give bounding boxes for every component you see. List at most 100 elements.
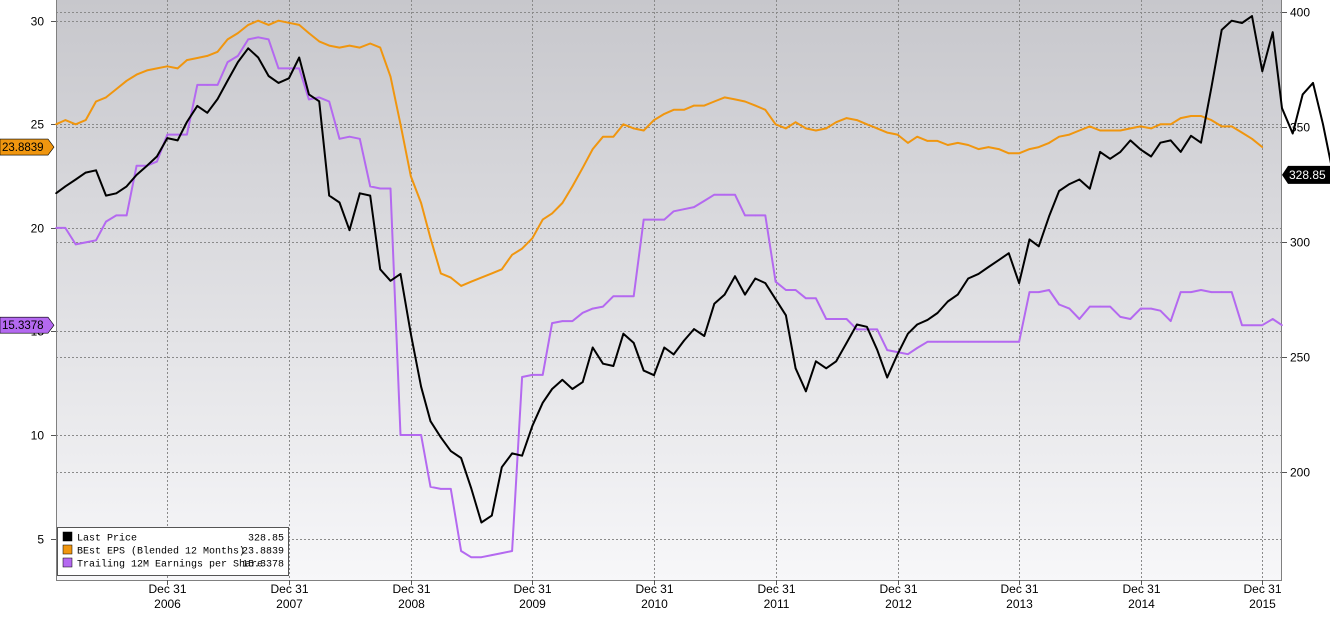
data-point [115, 214, 118, 217]
data-point [886, 131, 888, 134]
data-point [1099, 151, 1101, 153]
data-point [602, 135, 604, 138]
data-point [1159, 141, 1162, 144]
data-point [74, 123, 77, 126]
data-point [1241, 22, 1243, 24]
last-value-tag-label: 328.85 [1289, 168, 1326, 182]
data-point [440, 272, 442, 275]
data-point [501, 268, 503, 271]
data-point [591, 346, 594, 349]
data-point [105, 220, 107, 223]
data-point [531, 374, 534, 376]
data-point [95, 169, 97, 172]
data-point [907, 353, 909, 356]
data-point [146, 69, 148, 72]
grid-layer [56, 0, 1282, 580]
data-point [166, 137, 169, 139]
data-point [947, 300, 949, 303]
data-point [744, 293, 746, 296]
data-point [369, 194, 372, 197]
data-point [581, 381, 584, 383]
data-point [632, 127, 635, 130]
x-tick-label: 2009 [519, 597, 546, 611]
data-point [521, 376, 523, 378]
data-point [805, 297, 807, 300]
data-point [1230, 19, 1233, 22]
data-point [785, 289, 787, 291]
y-right-tick-label: 250 [1290, 351, 1310, 365]
last-value-tag-right: 328.85 [1282, 165, 1330, 184]
data-point [328, 44, 331, 47]
data-point [622, 123, 625, 126]
x-tick-label: 2015 [1249, 597, 1276, 611]
data-point [1190, 135, 1192, 137]
data-point [622, 295, 625, 298]
data-point [226, 38, 229, 41]
data-point [1190, 291, 1192, 293]
data-point [74, 178, 77, 181]
data-point [1220, 29, 1223, 31]
data-point [389, 280, 392, 282]
data-point [216, 51, 219, 53]
data-point [1251, 15, 1253, 17]
x-tick-label: Dec 31 [1243, 582, 1281, 596]
data-point [348, 44, 351, 47]
data-point [541, 374, 544, 376]
data-point [1159, 123, 1162, 126]
data-point [744, 214, 746, 217]
data-point [1210, 119, 1213, 121]
data-point [1241, 324, 1243, 327]
data-point [267, 24, 270, 26]
data-point [642, 129, 645, 132]
data-point [308, 98, 310, 101]
data-point [1068, 133, 1071, 136]
data-point [410, 175, 412, 177]
data-point [1200, 289, 1202, 291]
data-point [115, 88, 118, 90]
data-point [125, 80, 128, 82]
data-point [1089, 305, 1091, 308]
data-point [907, 332, 909, 335]
data-point [1119, 129, 1122, 132]
data-point [379, 46, 382, 49]
data-point [511, 452, 513, 455]
x-tick-label: 2008 [398, 597, 425, 611]
data-point [1139, 148, 1142, 151]
data-point [1028, 148, 1031, 150]
data-point [125, 214, 128, 217]
data-point [987, 146, 990, 148]
data-point [450, 276, 452, 279]
data-point [105, 194, 107, 197]
data-point [1220, 291, 1223, 293]
data-point [1210, 86, 1213, 89]
data-point [429, 420, 432, 423]
data-point [653, 218, 655, 221]
data-point [1179, 291, 1182, 293]
data-point [896, 353, 899, 356]
last-value-tag-label: 23.8839 [2, 142, 44, 154]
data-point [470, 556, 472, 558]
data-point [1251, 324, 1253, 327]
data-point [1271, 31, 1274, 33]
data-point [713, 193, 716, 196]
data-point [1129, 127, 1132, 130]
data-point [835, 318, 837, 320]
data-point [866, 326, 868, 328]
data-point [936, 140, 939, 142]
data-point [257, 36, 260, 39]
data-point [571, 185, 574, 188]
data-point [815, 129, 817, 132]
data-point [1028, 238, 1031, 241]
x-tick-label: Dec 31 [513, 582, 551, 596]
legend-entry: BEst EPS (Blended 12 Months)23.8839 [62, 544, 284, 558]
data-point [764, 109, 767, 111]
data-point [856, 119, 858, 121]
data-point [521, 247, 523, 250]
x-tick-label: Dec 31 [757, 582, 795, 596]
data-point [622, 332, 625, 335]
data-point [338, 138, 341, 140]
last-value-tag-left: 23.8839 [0, 138, 55, 156]
data-point [794, 289, 797, 291]
